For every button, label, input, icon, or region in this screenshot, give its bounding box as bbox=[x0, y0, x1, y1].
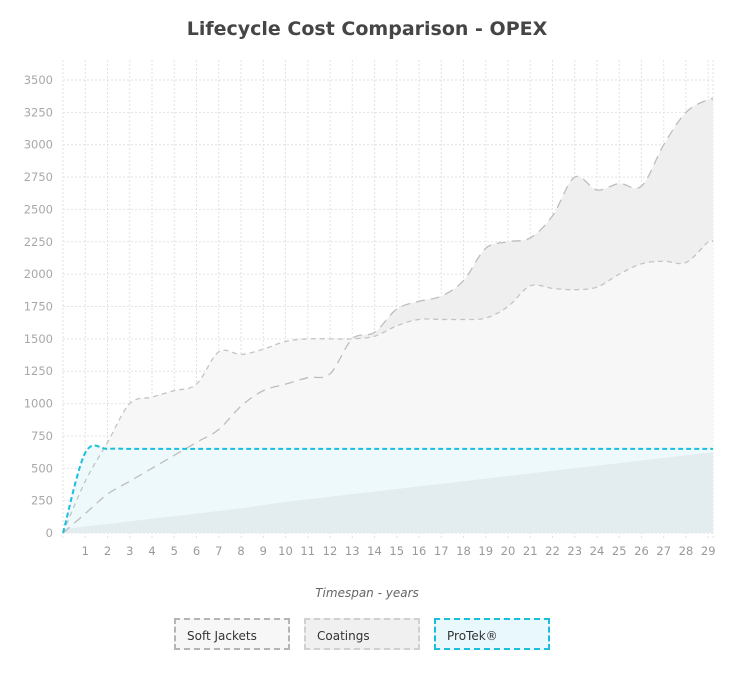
x-tick-label: 18 bbox=[456, 544, 471, 558]
x-axis-title: Timespan - years bbox=[315, 586, 419, 600]
x-tick-label: 16 bbox=[412, 544, 427, 558]
x-tick-label: 19 bbox=[478, 544, 493, 558]
x-tick-label: 28 bbox=[679, 544, 694, 558]
x-tick-label: 5 bbox=[171, 544, 178, 558]
x-tick-label: 29 bbox=[701, 544, 716, 558]
x-tick-label: 9 bbox=[260, 544, 267, 558]
y-tick-label: 1250 bbox=[24, 364, 53, 378]
legend-label: Coatings bbox=[317, 629, 370, 643]
y-tick-label: 2500 bbox=[24, 202, 53, 216]
x-tick-label: 8 bbox=[237, 544, 244, 558]
y-tick-label: 250 bbox=[31, 494, 53, 508]
series-line-coatings bbox=[62, 97, 714, 534]
chart-title: Lifecycle Cost Comparison - OPEX bbox=[186, 18, 548, 40]
legend-protek[interactable]: ProTek® bbox=[434, 618, 550, 650]
x-tick-label: 15 bbox=[389, 544, 404, 558]
y-tick-label: 2750 bbox=[24, 170, 53, 184]
x-tick-label: 27 bbox=[656, 544, 671, 558]
x-tick-label: 20 bbox=[501, 544, 516, 558]
y-tick-label: 500 bbox=[31, 461, 53, 475]
x-tick-label: 21 bbox=[523, 544, 538, 558]
series-area-baseline bbox=[63, 452, 713, 533]
y-tick-label: 2250 bbox=[24, 235, 53, 249]
y-tick-label: 3250 bbox=[24, 105, 53, 119]
x-tick-label: 11 bbox=[300, 544, 315, 558]
y-tick-label: 1750 bbox=[24, 300, 53, 314]
legend-soft-jackets[interactable]: Soft Jackets bbox=[174, 618, 290, 650]
y-tick-label: 3500 bbox=[24, 73, 53, 87]
x-tick-label: 4 bbox=[148, 544, 155, 558]
y-tick-label: 2000 bbox=[24, 267, 53, 281]
x-tick-label: 12 bbox=[323, 544, 338, 558]
legend-coatings[interactable]: Coatings bbox=[304, 618, 420, 650]
x-tick-label: 24 bbox=[590, 544, 605, 558]
legend-label: ProTek® bbox=[447, 629, 498, 643]
series-line-soft-jackets bbox=[62, 239, 714, 534]
x-tick-label: 23 bbox=[567, 544, 582, 558]
x-tick-label: 2 bbox=[104, 544, 111, 558]
y-tick-label: 1000 bbox=[24, 397, 53, 411]
y-tick-label: 3000 bbox=[24, 138, 53, 152]
y-tick-label: 1500 bbox=[24, 332, 53, 346]
x-tick-label: 25 bbox=[612, 544, 627, 558]
x-tick-label: 10 bbox=[278, 544, 293, 558]
x-tick-label: 22 bbox=[545, 544, 560, 558]
x-tick-label: 1 bbox=[82, 544, 89, 558]
x-tick-label: 17 bbox=[434, 544, 449, 558]
x-tick-label: 6 bbox=[193, 544, 200, 558]
y-tick-label: 750 bbox=[31, 429, 53, 443]
x-tick-label: 26 bbox=[634, 544, 649, 558]
x-tick-label: 3 bbox=[126, 544, 133, 558]
y-tick-label: 0 bbox=[46, 526, 53, 540]
x-tick-label: 7 bbox=[215, 544, 222, 558]
x-tick-label: 13 bbox=[345, 544, 360, 558]
x-tick-label: 14 bbox=[367, 544, 382, 558]
legend-label: Soft Jackets bbox=[187, 629, 257, 643]
